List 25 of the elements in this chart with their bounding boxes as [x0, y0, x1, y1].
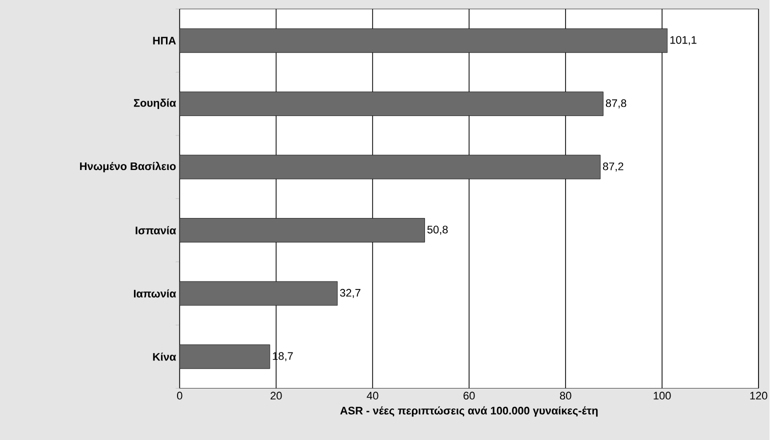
bar	[180, 218, 425, 242]
bar	[180, 154, 601, 180]
bar	[180, 281, 338, 306]
x-tick-label: 40	[366, 392, 378, 400]
x-tick-label: 120	[750, 392, 768, 400]
data-label: 87,8	[606, 99, 626, 108]
y-tick-label: ΗΠΑ	[153, 36, 176, 44]
y-tick-label: Σουηδία	[134, 98, 176, 109]
bar	[180, 28, 668, 53]
y-tick-label: Κίνα	[153, 352, 176, 361]
y-tick-label: Ιαπωνία	[134, 289, 176, 298]
y-tick-label: Ηνωμένο Βασίλειο	[80, 162, 176, 172]
data-label: 87,2	[602, 162, 624, 172]
data-label: 101,1	[670, 36, 696, 46]
x-tick-label: 80	[560, 392, 572, 400]
data-label: 32,7	[340, 288, 360, 298]
y-tick-label: Ισπανία	[136, 226, 176, 234]
x-axis-title: ASR - νέες περιπτώσεις ανά 100.000 γυναίκες-έτη	[340, 406, 598, 417]
bar	[180, 344, 270, 369]
x-tick-label: 100	[654, 392, 671, 400]
x-tick-label: 0	[177, 392, 182, 400]
bar	[180, 92, 604, 116]
x-tick-label: 60	[464, 392, 475, 400]
data-label: 50,8	[427, 226, 448, 235]
x-tick-label: 20	[270, 392, 282, 400]
